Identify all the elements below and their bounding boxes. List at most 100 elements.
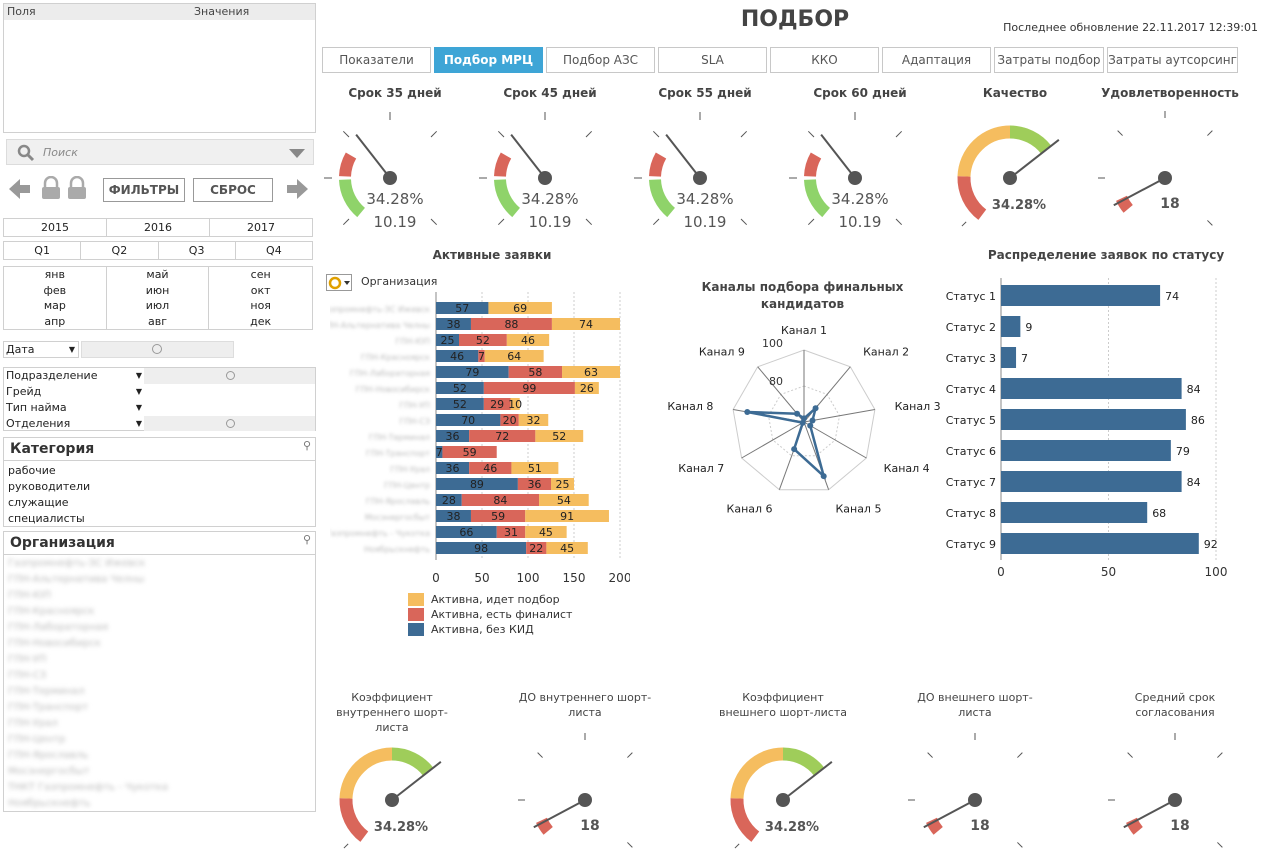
bar-segment bbox=[511, 462, 559, 474]
list-item[interactable]: ГПН-Урал bbox=[8, 718, 58, 729]
tab-mrc-selection[interactable]: Подбор МРЦ bbox=[434, 47, 543, 73]
quarter-item[interactable]: Q3 bbox=[159, 242, 236, 259]
gauge-needle bbox=[1113, 177, 1166, 207]
subdivision-dropdown[interactable]: Подразделение ▼ bbox=[6, 368, 142, 384]
list-item[interactable]: ГПН-Альтернатива Челны bbox=[8, 574, 145, 585]
gauge-value: 10.19 bbox=[684, 213, 727, 230]
list-item[interactable]: ГПН-Транспорт bbox=[8, 702, 89, 713]
tab-azs-selection[interactable]: Подбор АЗС bbox=[546, 47, 655, 73]
gauge-dial: 34.28% 10.19 bbox=[324, 112, 438, 230]
bar-segment bbox=[535, 430, 584, 442]
month-item[interactable]: янв bbox=[4, 267, 107, 283]
bar-segment bbox=[436, 398, 484, 410]
bar-segment bbox=[459, 334, 507, 346]
list-item[interactable]: Газпромнефть-ЗС Ижевск bbox=[8, 558, 146, 569]
gauge-top_gauges-2: Срок 55 дней 34.28% 10.19 bbox=[630, 80, 780, 230]
month-item[interactable]: апр bbox=[4, 313, 107, 329]
month-item[interactable]: май bbox=[107, 267, 210, 283]
list-item[interactable]: Ноябрьскнефть bbox=[8, 798, 91, 809]
cyclic-dimension-button[interactable] bbox=[326, 274, 352, 291]
month-item[interactable]: мар bbox=[4, 298, 107, 314]
bar bbox=[1001, 285, 1161, 306]
month-item[interactable]: июн bbox=[107, 282, 210, 298]
tab-adaptation[interactable]: Адаптация bbox=[882, 47, 991, 73]
category-label: Статус 9 bbox=[946, 538, 996, 551]
bar-value-label: 7 bbox=[478, 350, 485, 363]
list-item[interactable]: ГПН-СЗ bbox=[8, 670, 47, 681]
tab-kko[interactable]: ККО bbox=[770, 47, 879, 73]
gauge-band-yellow bbox=[730, 747, 784, 799]
subdivision-value[interactable] bbox=[144, 368, 315, 384]
month-item[interactable]: дек bbox=[250, 314, 272, 328]
unlock-icon[interactable] bbox=[66, 176, 88, 200]
radar-category-label: Канал 3 bbox=[895, 400, 941, 413]
bar-value-label: 59 bbox=[463, 446, 477, 459]
reset-button[interactable]: СБРОС bbox=[193, 178, 273, 202]
tab-outsourcing-costs[interactable]: Затраты аутсорсинг bbox=[1107, 47, 1238, 73]
list-item[interactable]: ГПН-ЮП bbox=[8, 590, 52, 601]
bar-segment bbox=[469, 462, 512, 474]
month-item[interactable]: сен bbox=[250, 268, 271, 281]
forward-arrow-icon[interactable] bbox=[287, 179, 309, 199]
bar-segment bbox=[484, 350, 544, 362]
list-item[interactable]: рабочие bbox=[8, 464, 56, 477]
bar-segment bbox=[436, 302, 489, 314]
year-item[interactable]: 2015 bbox=[4, 219, 107, 236]
bar-value-label: 72 bbox=[495, 430, 509, 443]
quarter-item[interactable]: Q2 bbox=[81, 242, 159, 259]
bar-segment bbox=[483, 382, 575, 394]
list-item[interactable]: ГПН-Ярославль bbox=[8, 750, 89, 761]
search-icon[interactable]: ⚲ bbox=[302, 439, 311, 452]
quarter-item[interactable]: Q1 bbox=[4, 242, 82, 259]
bar-value-label: 45 bbox=[539, 526, 553, 539]
search-icon[interactable]: ⚲ bbox=[302, 533, 311, 546]
date-value-field[interactable] bbox=[81, 341, 234, 358]
list-item[interactable]: руководители bbox=[8, 480, 91, 493]
list-item[interactable]: ГПН-Красноярск bbox=[8, 606, 95, 617]
legend-label: Активна, есть финалист bbox=[431, 608, 573, 621]
legend-swatch bbox=[408, 623, 424, 636]
month-item[interactable]: фев bbox=[4, 282, 107, 298]
radar-point bbox=[812, 405, 819, 412]
lock-icon[interactable] bbox=[40, 176, 62, 200]
tab-selection-costs[interactable]: Затраты подбор bbox=[994, 47, 1104, 73]
list-item[interactable]: ГПН-Новосибирск bbox=[8, 638, 101, 649]
gauge-title: ДО внешнего шорт-листа bbox=[917, 691, 1033, 719]
quarter-item[interactable]: Q4 bbox=[266, 244, 282, 257]
list-item[interactable]: ГПН-Центр bbox=[8, 734, 66, 745]
year-item[interactable]: 2017 bbox=[247, 221, 275, 234]
date-dropdown[interactable]: Дата ▼ bbox=[3, 341, 79, 358]
list-item[interactable]: ГПН-Терминал bbox=[8, 686, 85, 697]
tab-indicators[interactable]: Показатели bbox=[322, 47, 431, 73]
list-item[interactable]: служащие bbox=[8, 496, 69, 509]
month-item[interactable]: июл bbox=[107, 298, 210, 314]
radar-category-label: Канал 9 bbox=[699, 346, 745, 359]
bar-value-label: 58 bbox=[528, 366, 542, 379]
list-item[interactable]: ГПН-Лабораторная bbox=[8, 622, 109, 633]
departments-dropdown[interactable]: Отделения ▼ bbox=[6, 416, 142, 432]
bar-value-label: 68 bbox=[1152, 507, 1166, 520]
month-item[interactable]: ноя bbox=[250, 299, 271, 312]
bar-segment bbox=[436, 542, 527, 554]
filters-button[interactable]: ФИЛЬТРЫ bbox=[103, 178, 185, 202]
month-item[interactable]: окт bbox=[250, 283, 271, 297]
bar-segment bbox=[574, 382, 599, 394]
back-arrow-icon[interactable] bbox=[9, 179, 31, 199]
grade-dropdown[interactable]: Грейд ▼ bbox=[6, 384, 142, 400]
list-item[interactable]: ГПН-УП bbox=[8, 654, 47, 665]
gauge-title: ДО внутреннего шорт-листа bbox=[518, 691, 652, 719]
list-item[interactable]: специалисты bbox=[8, 512, 85, 525]
list-item[interactable]: ТНКТ Газпромнефть - Чукотка bbox=[8, 782, 168, 793]
gauge-tick bbox=[1217, 752, 1223, 758]
search-box[interactable]: Поиск bbox=[6, 139, 314, 165]
tab-sla[interactable]: SLA bbox=[658, 47, 767, 73]
year-item[interactable]: 2016 bbox=[107, 219, 210, 236]
list-item[interactable]: Мосэнергосбыт bbox=[8, 766, 90, 777]
departments-value[interactable] bbox=[144, 416, 315, 431]
bar-value-label: 36 bbox=[527, 478, 541, 491]
bar-segment bbox=[436, 462, 470, 474]
gauge-tick bbox=[1127, 752, 1133, 758]
hire-type-dropdown[interactable]: Тип найма ▼ bbox=[6, 400, 142, 416]
month-item[interactable]: авг bbox=[107, 313, 210, 329]
chevron-down-icon[interactable] bbox=[289, 149, 305, 159]
